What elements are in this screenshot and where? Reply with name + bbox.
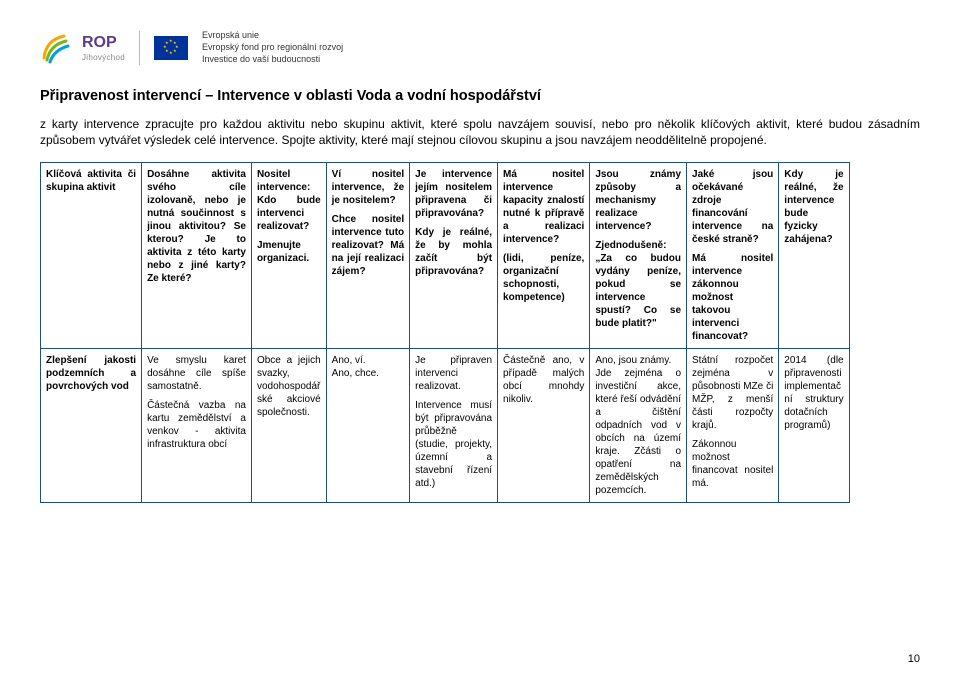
header-cell: Nositel intervence: Kdo bude intervenci …: [251, 163, 326, 349]
rop-arcs-icon: [40, 30, 76, 66]
rop-subtitle: Jihovýchod: [82, 53, 125, 62]
header-cell: Jaké jsou očekávané zdroje financování i…: [687, 163, 779, 349]
eu-line2: Evropský fond pro regionální rozvoj: [202, 42, 343, 54]
data-cell: Je připraven intervenci realizovat.Inter…: [410, 349, 498, 503]
intervention-table: Klíčová aktivita či skupina aktivitDosáh…: [40, 162, 920, 503]
row-label-cell: Zlepšení jakosti podzemních a povrchovýc…: [41, 349, 142, 503]
data-cell: Obce a jejich svazky, vodohospodářské ak…: [251, 349, 326, 503]
rop-text-block: ROP Jihovýchod: [82, 34, 125, 62]
eu-line3: Investice do vaší budoucnosti: [202, 54, 343, 66]
rop-logo: ROP Jihovýchod: [40, 30, 125, 66]
eu-flag-icon: ★ ★ ★ ★ ★ ★ ★ ★: [154, 36, 188, 60]
page-number: 10: [908, 653, 920, 665]
data-cell: Ano, ví.Ano, chce.: [326, 349, 410, 503]
page-title: Připravenost intervencí – Intervence v o…: [40, 88, 920, 104]
table-head: Klíčová aktivita či skupina aktivitDosáh…: [41, 163, 920, 349]
header-cell: Kdy je reálné, že intervence bude fyzick…: [779, 163, 849, 349]
table-body: Zlepšení jakosti podzemních a povrchovýc…: [41, 349, 920, 503]
header-cell: Je intervence jejím nositelem připravena…: [410, 163, 498, 349]
header-cell: Klíčová aktivita či skupina aktivit: [41, 163, 142, 349]
data-cell: Částečně ano, v případě malých obcí mnoh…: [498, 349, 590, 503]
header-cell: Ví nositel intervence, že je nositelem?C…: [326, 163, 410, 349]
data-cell: Ve smyslu karet dosáhne cíle spíše samos…: [142, 349, 252, 503]
header-row: Klíčová aktivita či skupina aktivitDosáh…: [41, 163, 920, 349]
data-cell: 2014 (dle připravenosti implementační st…: [779, 349, 849, 503]
eu-line1: Evropská unie: [202, 30, 343, 42]
table-row: Zlepšení jakosti podzemních a povrchovýc…: [41, 349, 920, 503]
header-divider: [139, 31, 140, 65]
rop-title: ROP: [82, 34, 125, 52]
header-cell: Dosáhne aktivita svého cíle izolovaně, n…: [142, 163, 252, 349]
header-cell: Jsou známy způsoby a mechanismy realizac…: [590, 163, 687, 349]
data-cell: Státní rozpočet zejména v působnosti MZe…: [687, 349, 779, 503]
data-cell: Ano, jsou známy.Jde zejména o investiční…: [590, 349, 687, 503]
header-bar: ROP Jihovýchod ★ ★ ★ ★ ★ ★ ★ ★ Evropská …: [40, 30, 920, 66]
header-cell: Má nositel intervence kapacity znalostí …: [498, 163, 590, 349]
intro-paragraph: z karty intervence zpracujte pro každou …: [40, 116, 920, 148]
eu-text-block: Evropská unie Evropský fond pro regionál…: [202, 30, 343, 65]
